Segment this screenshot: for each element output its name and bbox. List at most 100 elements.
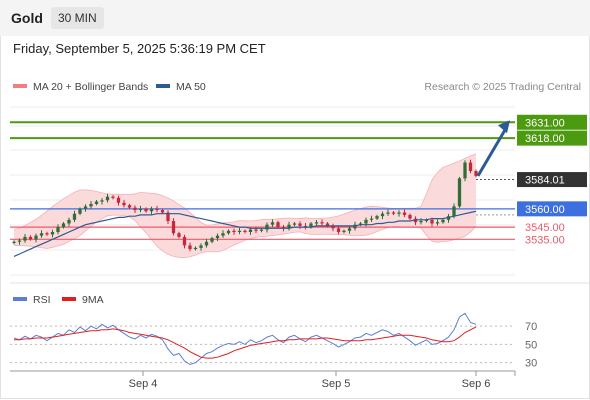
- x-tick-label: Sep 4: [129, 378, 158, 390]
- header-bar: Gold 30 MIN: [0, 0, 590, 36]
- rsi-tick-label: 70: [525, 321, 537, 333]
- x-axis: Sep 4 Sep 5 Sep 6: [10, 370, 516, 390]
- candle-body: [72, 213, 77, 220]
- candle-body: [204, 241, 209, 246]
- candle-body: [232, 230, 236, 233]
- candle-body: [100, 200, 104, 202]
- candle-body: [28, 236, 33, 240]
- legend-label: MA 50: [176, 81, 206, 93]
- candle-body: [430, 219, 434, 224]
- candle-body: [221, 233, 225, 236]
- candle-body: [177, 233, 181, 237]
- pivot-tag: [517, 201, 587, 217]
- legend-label: MA 20 + Bollinger Bands: [33, 81, 148, 93]
- candle-body: [144, 208, 148, 212]
- candle-body: [243, 230, 247, 233]
- x-tick-label: Sep 5: [322, 378, 351, 390]
- legend-swatch: [156, 84, 170, 88]
- resistance-tag: [517, 114, 587, 130]
- candle-body: [424, 219, 429, 222]
- candle-body: [336, 228, 341, 233]
- candle-body: [292, 223, 297, 225]
- candle-body: [380, 213, 385, 217]
- candle-body: [188, 245, 192, 250]
- candle-body: [226, 230, 231, 234]
- candle-body: [320, 222, 324, 224]
- candle-body: [314, 222, 319, 224]
- current-tag: [517, 172, 587, 188]
- candle-body: [78, 208, 82, 214]
- candle-body: [298, 223, 302, 226]
- candle-body: [468, 162, 473, 172]
- current-tag-label: 3584.01: [525, 175, 565, 187]
- candle-body: [12, 241, 16, 243]
- candle-body: [193, 247, 198, 250]
- support-level-label: 3535.00: [525, 234, 565, 246]
- candle-body: [116, 197, 121, 203]
- candle-body: [419, 221, 423, 223]
- candle-body: [127, 205, 132, 208]
- legend: MA 20 + Bollinger Bands MA 50 Research © 2…: [13, 81, 581, 93]
- bollinger-bands: [13, 153, 477, 258]
- candle-body: [402, 212, 407, 215]
- candle-body: [56, 227, 60, 233]
- resistance-tag-label: 3631.00: [525, 117, 565, 129]
- candle-body: [17, 240, 22, 242]
- candle-body: [276, 222, 280, 228]
- projection-arrow-head: [498, 120, 510, 134]
- candle-body: [270, 222, 275, 225]
- candle-body: [342, 230, 346, 233]
- candle-body: [397, 212, 401, 214]
- candle-body: [149, 208, 154, 212]
- candle-body: [39, 233, 44, 236]
- candle-body: [34, 235, 38, 240]
- rsi-tick-label: 50: [525, 339, 537, 351]
- candle-body: [155, 208, 159, 211]
- candle-body: [309, 223, 313, 228]
- candle-body: [89, 203, 93, 207]
- candle-body: [364, 219, 368, 224]
- candle-body: [105, 196, 110, 201]
- candle-body: [111, 196, 115, 198]
- overlay-lines: [13, 120, 510, 257]
- candle-body: [23, 236, 27, 241]
- candle-body: [457, 178, 462, 207]
- candle-body: [138, 208, 143, 211]
- candle-body: [45, 233, 49, 235]
- candle-body: [391, 212, 396, 214]
- candle-body: [331, 225, 335, 229]
- candle-body: [408, 214, 412, 219]
- rsi-ma9-line: [14, 326, 477, 359]
- rsi-panel: 70 50 30 RSI 9MA: [10, 282, 589, 370]
- candle-body: [369, 218, 374, 220]
- candles: [12, 159, 478, 252]
- candle-body: [386, 212, 390, 214]
- candle-body: [325, 223, 330, 226]
- candle-body: [166, 212, 170, 222]
- candle-body: [375, 216, 379, 219]
- candle-body: [265, 224, 269, 230]
- resistance-tag: [517, 130, 587, 146]
- projection-arrow-line: [476, 127, 508, 177]
- candle-body: [50, 232, 55, 235]
- level-tags: 3631.00 3618.00 3584.01 3560.00 3545.003535.…: [517, 114, 587, 246]
- candle-body: [441, 219, 445, 223]
- legend-swatch: [13, 84, 27, 88]
- timeframe-button[interactable]: 30 MIN: [51, 7, 104, 29]
- candle-body: [199, 245, 203, 248]
- rsi-tick-label: 30: [525, 358, 537, 370]
- candle-body: [182, 236, 187, 246]
- rsi-legend-swatch: [62, 297, 76, 301]
- pivot-tag-label: 3560.00: [525, 204, 565, 216]
- candle-body: [287, 224, 291, 229]
- attribution: Research © 2025 Trading Central: [424, 81, 581, 93]
- candle-body: [353, 224, 357, 229]
- candle-body: [347, 228, 352, 231]
- candle-body: [61, 223, 66, 228]
- price-levels: [10, 121, 515, 240]
- rsi-line: [13, 312, 477, 366]
- bollinger-band-fill: [14, 153, 476, 258]
- candle-body: [259, 229, 264, 231]
- rsi-legend-swatch: [13, 297, 27, 301]
